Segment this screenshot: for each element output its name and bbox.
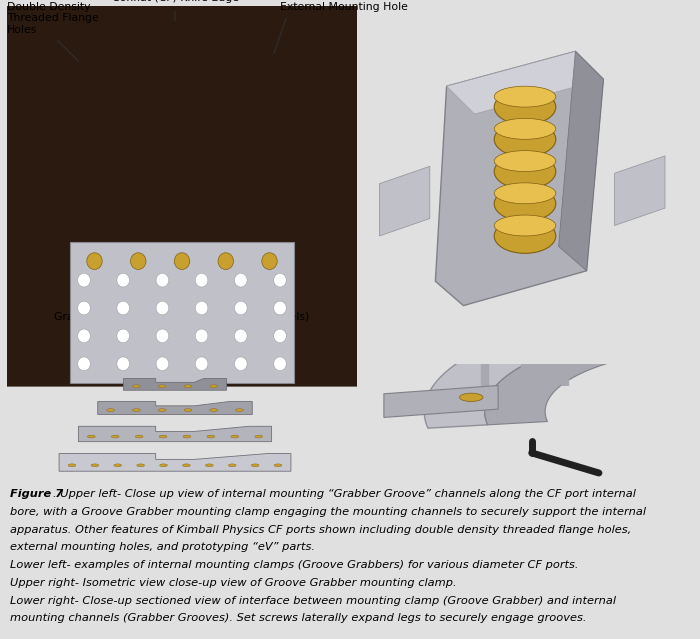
Circle shape — [231, 435, 239, 438]
Circle shape — [228, 464, 236, 466]
Ellipse shape — [494, 154, 556, 189]
Polygon shape — [379, 166, 430, 236]
Circle shape — [158, 409, 166, 412]
Circle shape — [91, 464, 99, 466]
Circle shape — [131, 253, 146, 270]
Circle shape — [184, 385, 192, 388]
Text: External Mounting Hole: External Mounting Hole — [280, 2, 408, 12]
Circle shape — [207, 435, 215, 438]
Polygon shape — [123, 378, 227, 390]
Circle shape — [234, 357, 247, 371]
Circle shape — [106, 409, 115, 412]
Circle shape — [156, 329, 169, 343]
Polygon shape — [559, 51, 603, 271]
Polygon shape — [98, 401, 252, 415]
Circle shape — [132, 385, 140, 388]
Circle shape — [459, 393, 483, 401]
Circle shape — [132, 409, 140, 412]
Text: mounting channels (Grabber Grooves). Set screws laterally expand legs to securel: mounting channels (Grabber Grooves). Set… — [10, 613, 587, 623]
Circle shape — [159, 435, 167, 438]
Circle shape — [235, 409, 244, 412]
Circle shape — [210, 409, 218, 412]
Ellipse shape — [494, 183, 556, 204]
Circle shape — [117, 357, 130, 371]
Polygon shape — [78, 426, 272, 442]
Circle shape — [78, 329, 90, 343]
Circle shape — [114, 464, 122, 466]
Circle shape — [274, 464, 282, 466]
Ellipse shape — [494, 151, 556, 171]
Circle shape — [158, 385, 166, 388]
Ellipse shape — [494, 122, 556, 157]
Circle shape — [251, 464, 259, 466]
Circle shape — [156, 357, 169, 371]
Polygon shape — [70, 242, 294, 383]
Text: Upper right- Isometric view close-up view of Groove Grabber mounting clamp.: Upper right- Isometric view close-up vie… — [10, 578, 457, 588]
Polygon shape — [615, 156, 665, 226]
Circle shape — [135, 435, 143, 438]
Circle shape — [183, 464, 190, 466]
Text: Figure 7: Figure 7 — [10, 489, 64, 499]
Text: Holes: Holes — [7, 25, 37, 35]
Polygon shape — [484, 327, 698, 425]
Text: Conflat (CF) Knife Edge: Conflat (CF) Knife Edge — [111, 0, 239, 3]
Circle shape — [274, 357, 286, 371]
Circle shape — [117, 301, 130, 315]
Circle shape — [262, 253, 277, 270]
Ellipse shape — [494, 86, 556, 107]
Ellipse shape — [494, 187, 556, 221]
Text: Threaded Flange: Threaded Flange — [7, 13, 99, 24]
Circle shape — [68, 464, 76, 466]
Circle shape — [195, 329, 208, 343]
Text: bore, with a Groove Grabber mounting clamp engaging the mounting channels to sec: bore, with a Groove Grabber mounting cla… — [10, 507, 646, 517]
Circle shape — [234, 273, 247, 287]
Circle shape — [184, 409, 192, 412]
Text: Groove Grabbers (Mounting Clamp): Groove Grabbers (Mounting Clamp) — [85, 282, 279, 292]
Ellipse shape — [494, 89, 556, 125]
Text: Grabber Grooves (Internal Mounting Channels): Grabber Grooves (Internal Mounting Chann… — [55, 312, 309, 323]
Circle shape — [174, 253, 190, 270]
Polygon shape — [424, 307, 689, 428]
Ellipse shape — [494, 118, 556, 139]
Circle shape — [195, 301, 208, 315]
Circle shape — [234, 329, 247, 343]
Text: apparatus. Other features of Kimball Physics CF ports shown including double den: apparatus. Other features of Kimball Phy… — [10, 525, 631, 535]
Circle shape — [274, 301, 286, 315]
Circle shape — [87, 253, 102, 270]
Text: eV Part (SS Plate): eV Part (SS Plate) — [134, 246, 230, 256]
Polygon shape — [384, 385, 498, 417]
Ellipse shape — [494, 215, 556, 236]
Circle shape — [210, 385, 218, 388]
Circle shape — [88, 435, 95, 438]
Text: external mounting holes, and prototyping “eV” parts.: external mounting holes, and prototyping… — [10, 543, 316, 552]
Circle shape — [111, 435, 119, 438]
Polygon shape — [435, 51, 603, 305]
Text: Lower left- examples of internal mounting clamps (Groove Grabbers) for various d: Lower left- examples of internal mountin… — [10, 560, 579, 570]
Text: Lower right- Close-up sectioned view of interface between mounting clamp (Groove: Lower right- Close-up sectioned view of … — [10, 596, 617, 606]
Circle shape — [183, 435, 191, 438]
Polygon shape — [6, 0, 358, 387]
Circle shape — [117, 273, 130, 287]
Circle shape — [156, 301, 169, 315]
Circle shape — [195, 273, 208, 287]
Text: . Upper left- Close up view of internal mounting “Grabber Groove” channels along: . Upper left- Close up view of internal … — [53, 489, 636, 499]
Text: Double Density: Double Density — [7, 2, 90, 12]
Circle shape — [156, 273, 169, 287]
Circle shape — [78, 301, 90, 315]
Circle shape — [78, 357, 90, 371]
Circle shape — [136, 464, 144, 466]
Circle shape — [206, 464, 214, 466]
Circle shape — [274, 329, 286, 343]
Circle shape — [234, 301, 247, 315]
Circle shape — [255, 435, 262, 438]
Polygon shape — [59, 454, 291, 471]
Circle shape — [160, 464, 167, 466]
Ellipse shape — [494, 219, 556, 253]
Circle shape — [78, 273, 90, 287]
Circle shape — [218, 253, 234, 270]
Circle shape — [117, 329, 130, 343]
Polygon shape — [447, 51, 603, 114]
Circle shape — [274, 273, 286, 287]
Circle shape — [195, 357, 208, 371]
